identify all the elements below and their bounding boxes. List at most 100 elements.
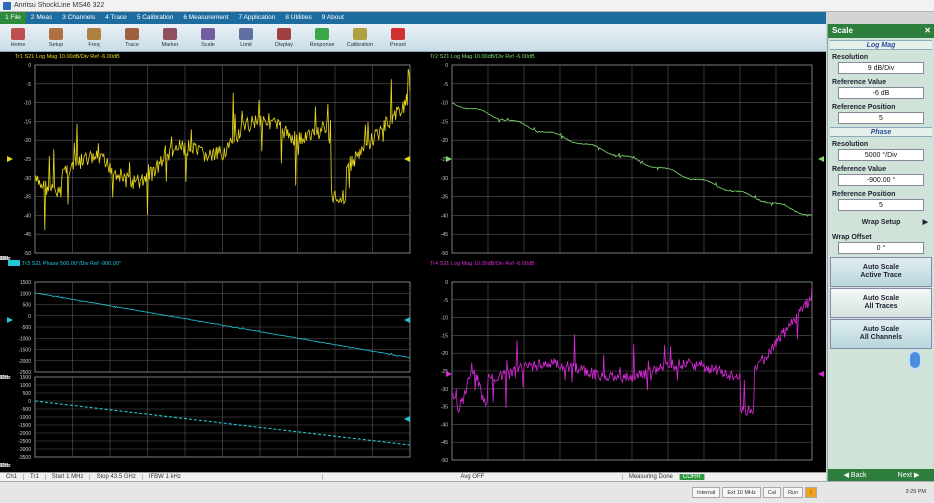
trace2-title: Tr2 S21 Log Mag 10.00dB/Div Ref -6.00dB bbox=[430, 54, 535, 60]
phase-reference-position-label: Reference Position bbox=[832, 191, 896, 198]
phase-resolution-label: Resolution bbox=[832, 141, 869, 148]
scroll-handle[interactable] bbox=[908, 350, 922, 370]
trace1-ref-marker-left[interactable] bbox=[7, 156, 13, 162]
y-tick-label: 1000 bbox=[20, 383, 31, 389]
wrap-offset-label: Wrap Offset bbox=[832, 234, 872, 241]
home-button[interactable]: Home bbox=[0, 24, 36, 52]
x-tick-label: 17.4 GHz bbox=[0, 256, 11, 262]
menu-item-utilities[interactable]: 8 Utilities bbox=[285, 14, 312, 21]
tray-ext-10-mhz[interactable]: Ext 10 MHz bbox=[722, 487, 761, 498]
menu-item-file[interactable]: 1 File bbox=[0, 12, 26, 24]
resolution-label: Resolution bbox=[832, 54, 869, 61]
trace-plots-area: Tr1 S21 Log Mag 10.00dB/Div Ref -6.00dB T… bbox=[0, 52, 826, 472]
toolbar: Home Setup Freq Trace Marker Scale Limit Displa… bbox=[0, 24, 826, 52]
all-channels-label: All Channels bbox=[859, 334, 903, 341]
trace3-title: Tr3 S21 Phase 500.00°/Div Ref -900.00° bbox=[22, 261, 121, 267]
menu-item-calibration[interactable]: 5 Calibration bbox=[136, 14, 174, 21]
trace4-ref-marker[interactable] bbox=[818, 371, 824, 377]
tray-internal[interactable]: Internal bbox=[692, 487, 721, 498]
trace-plots-svg[interactable]: Tr1 S21 Log Mag 10.00dB/Div Ref -6.00dB T… bbox=[0, 52, 826, 472]
reference-value-field[interactable]: -6 dB bbox=[838, 87, 924, 99]
clock: 3:29 PM bbox=[905, 489, 926, 495]
menu-item-application[interactable]: 7 Application bbox=[238, 14, 276, 21]
active-trace-label: Active Trace bbox=[860, 272, 902, 279]
auto-scale-all-channels-button[interactable]: Auto Scale All Channels bbox=[830, 319, 932, 349]
y-tick-label: -30 bbox=[441, 176, 448, 182]
y-tick-label: 500 bbox=[23, 391, 32, 397]
wrap-offset-field[interactable]: 0 ° bbox=[838, 242, 924, 254]
freq-icon bbox=[87, 28, 101, 40]
scale-button[interactable]: Scale bbox=[190, 24, 226, 52]
marker-button[interactable]: Marker bbox=[152, 24, 188, 52]
trace-icon bbox=[125, 28, 139, 40]
menu-item-measurement[interactable]: 6 Measurement bbox=[183, 14, 229, 21]
display-button[interactable]: Display bbox=[266, 24, 302, 52]
freq-button[interactable]: Freq bbox=[76, 24, 112, 52]
display-label: Display bbox=[274, 42, 294, 48]
y-tick-label: -15 bbox=[441, 333, 448, 339]
y-tick-label: -40 bbox=[24, 213, 31, 219]
trace3-ref-marker[interactable] bbox=[404, 317, 410, 323]
trace4-ref-marker-left[interactable] bbox=[446, 371, 452, 377]
status-ifbw[interactable]: IFBW 1 kHz bbox=[143, 474, 323, 480]
reference-position-field[interactable]: 5 bbox=[838, 112, 924, 124]
resolution-field[interactable]: 9 dB/Div bbox=[838, 62, 924, 74]
status-start[interactable]: Start 1 MHz bbox=[46, 474, 91, 480]
trace4-title: Tr4 S21 Log Mag 10.00dB/Div Ref -6.00dB bbox=[430, 261, 535, 267]
limit-button[interactable]: Limit bbox=[228, 24, 264, 52]
wrap-setup-button[interactable]: Wrap Setup ▶ bbox=[828, 214, 934, 232]
trace3b-ref-marker[interactable] bbox=[404, 416, 410, 422]
y-tick-label: -15 bbox=[441, 119, 448, 125]
y-tick-label: 1500 bbox=[20, 280, 31, 286]
status-avg[interactable]: Avg OFF bbox=[323, 474, 623, 480]
status-trace[interactable]: Tr1 bbox=[24, 474, 46, 480]
x-tick-label: 43.5 GHz bbox=[0, 256, 11, 262]
panel-header: Scale ✕ bbox=[828, 24, 934, 38]
menu-item-trace[interactable]: 4 Trace bbox=[105, 14, 127, 21]
trace-label: Trace bbox=[125, 42, 139, 48]
menu-item-meas[interactable]: 2 Meas bbox=[30, 14, 53, 21]
preset-button[interactable]: Preset bbox=[380, 24, 416, 52]
status-correction-badge: CORR bbox=[679, 474, 705, 480]
setup-button[interactable]: Setup bbox=[38, 24, 74, 52]
x-tick-label: 8.7 GHz bbox=[0, 256, 10, 262]
menu-item-channels[interactable]: 3 Channels bbox=[62, 14, 96, 21]
phase-reference-value-field[interactable]: -900.00 ° bbox=[838, 174, 924, 186]
next-button[interactable]: Next ▶ bbox=[897, 472, 920, 479]
auto-scale-all-traces-button[interactable]: Auto Scale All Traces bbox=[830, 288, 932, 318]
app-icon bbox=[3, 2, 11, 10]
next-label: Next bbox=[897, 472, 913, 479]
phase-reference-position-field[interactable]: 5 bbox=[838, 199, 924, 211]
x-tick-label: 34.8 GHz bbox=[0, 463, 11, 469]
tray-cal[interactable]: Cal bbox=[762, 487, 782, 498]
y-tick-label: -10 bbox=[24, 101, 31, 107]
reference-position-label: Reference Position bbox=[832, 104, 896, 111]
trace3-ref-marker-left[interactable] bbox=[7, 317, 13, 323]
phase-reference-value-label: Reference Value bbox=[832, 166, 887, 173]
menu-item-about[interactable]: 9 About bbox=[321, 14, 344, 21]
back-button[interactable]: ◀ Back bbox=[843, 472, 867, 479]
close-icon[interactable]: ✕ bbox=[924, 26, 931, 35]
y-tick-label: -30 bbox=[24, 176, 31, 182]
trace-button[interactable]: Trace bbox=[114, 24, 150, 52]
calibration-button[interactable]: Calibration bbox=[342, 24, 378, 52]
y-tick-label: -2500 bbox=[18, 370, 31, 376]
limit-icon bbox=[239, 28, 253, 40]
trace3-active-badge[interactable] bbox=[8, 260, 20, 266]
trace2-ref-marker[interactable] bbox=[818, 156, 824, 162]
home-label: Home bbox=[10, 42, 26, 48]
trace2-ref-marker-left[interactable] bbox=[446, 156, 452, 162]
freq-label: Freq bbox=[88, 42, 100, 48]
phase-resolution-field[interactable]: 5000 °/Div bbox=[838, 149, 924, 161]
tray-run[interactable]: Run bbox=[783, 487, 804, 498]
response-button[interactable]: Response bbox=[304, 24, 340, 52]
y-tick-label: -40 bbox=[441, 422, 448, 428]
status-channel[interactable]: Ch1 bbox=[0, 474, 25, 480]
auto-scale-active-trace-button[interactable]: Auto Scale Active Trace bbox=[830, 257, 932, 287]
reference-value-label: Reference Value bbox=[832, 79, 887, 86]
y-tick-label: -10 bbox=[441, 316, 448, 322]
status-stop[interactable]: Stop 43.5 GHz bbox=[90, 474, 143, 480]
arrow-right-icon: ▶ bbox=[922, 219, 928, 226]
warning-icon[interactable]: ! bbox=[805, 487, 817, 498]
trace1-ref-marker[interactable] bbox=[404, 156, 410, 162]
